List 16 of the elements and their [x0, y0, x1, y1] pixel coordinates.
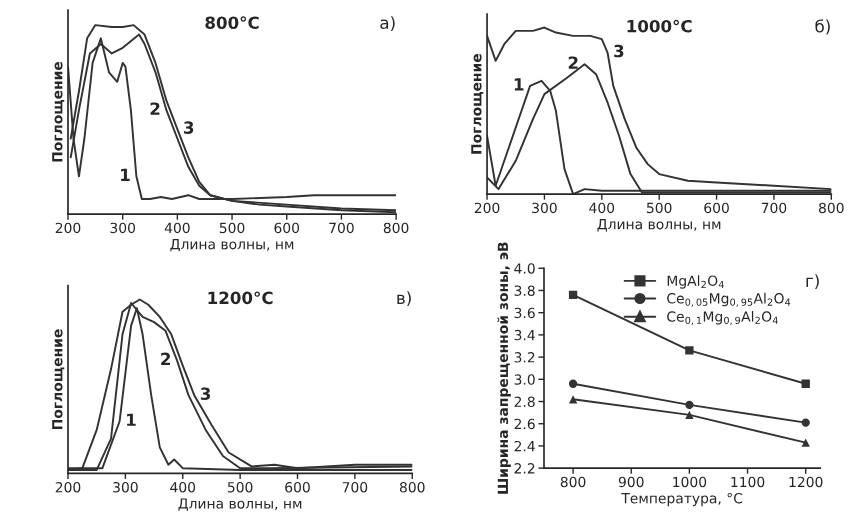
annotation: 2 — [150, 102, 160, 115]
annotation: г) — [806, 274, 819, 290]
annotation: 2 — [568, 56, 578, 69]
annotation: 1 — [121, 168, 130, 181]
annotation: б) — [815, 19, 830, 35]
annotation: 1 — [127, 413, 136, 426]
annotation: 1 — [514, 78, 524, 91]
annotation: в) — [397, 291, 411, 307]
chart-title: 1000°C — [627, 19, 692, 33]
annotation: а) — [380, 16, 395, 31]
annotation: 2 — [161, 352, 171, 365]
annotation: 3 — [614, 44, 624, 58]
annotation: 3 — [184, 121, 194, 134]
chart-title: 800°C — [205, 16, 259, 30]
annotation: 3 — [200, 387, 211, 400]
chart-title: 1200°C — [208, 291, 273, 305]
